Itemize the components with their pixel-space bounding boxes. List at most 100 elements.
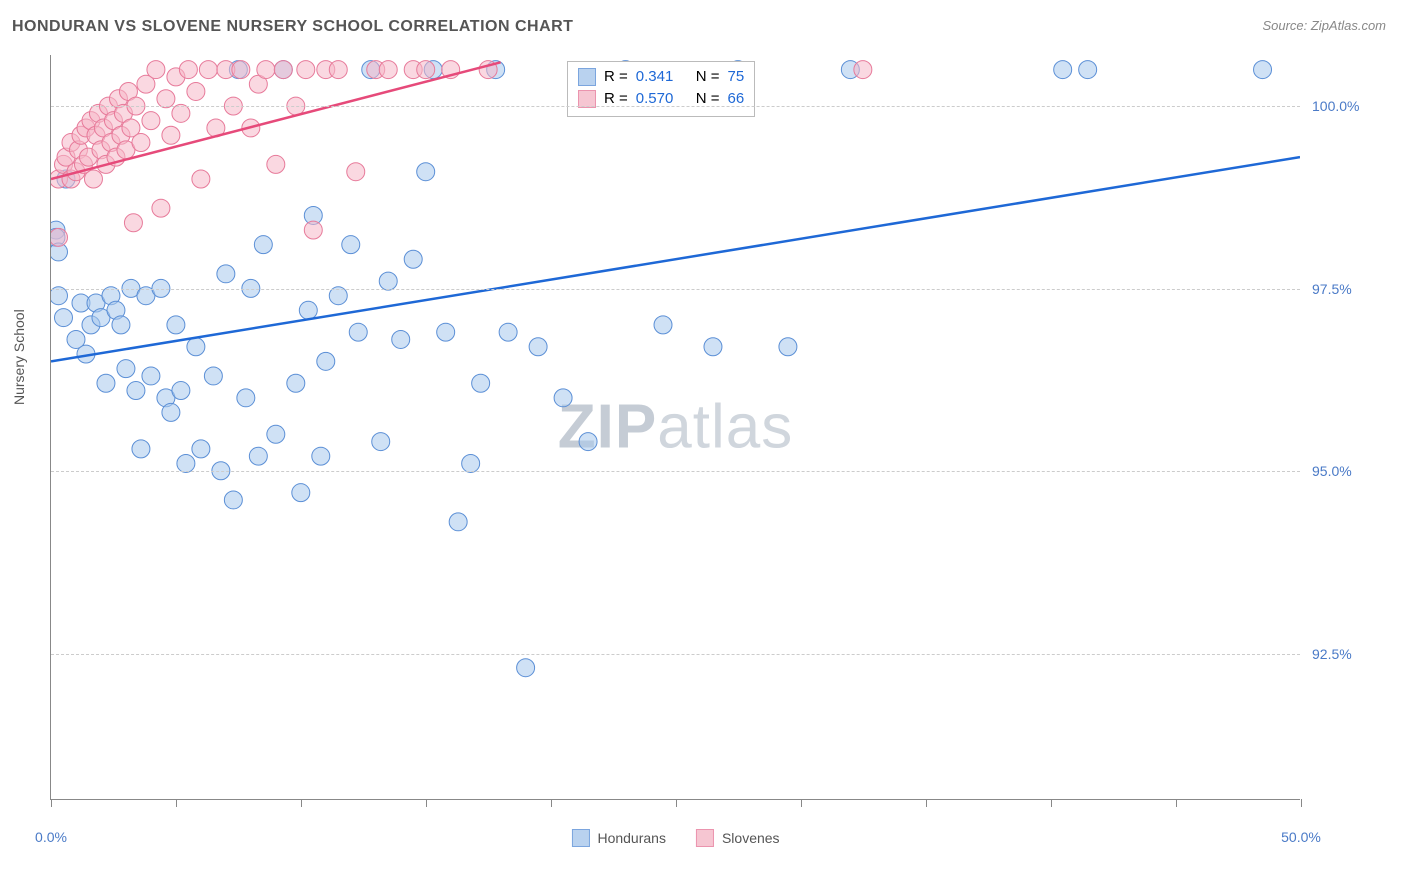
data-point (207, 119, 225, 137)
gridline (51, 471, 1300, 472)
data-point (242, 119, 260, 137)
data-point (187, 82, 205, 100)
trend-line (51, 62, 501, 179)
data-point (132, 440, 150, 458)
data-point (167, 316, 185, 334)
data-point (347, 163, 365, 181)
data-point (117, 141, 135, 159)
data-point (94, 119, 112, 137)
data-point (224, 491, 242, 509)
data-point (304, 206, 322, 224)
data-point (254, 236, 272, 254)
data-point (274, 61, 292, 79)
data-point (127, 382, 145, 400)
data-point (87, 294, 105, 312)
data-point (437, 323, 455, 341)
y-tick-label: 100.0% (1312, 98, 1382, 114)
data-point (317, 352, 335, 370)
data-point (249, 447, 267, 465)
data-point (107, 301, 125, 319)
data-point (51, 221, 65, 239)
watermark-zip: ZIP (558, 393, 657, 462)
data-point (104, 112, 122, 130)
data-point (232, 61, 250, 79)
data-point (62, 134, 80, 152)
data-point (152, 199, 170, 217)
x-tick (426, 799, 427, 807)
data-point (317, 61, 335, 79)
x-tick (551, 799, 552, 807)
legend-label-slovenes: Slovenes (722, 830, 780, 846)
data-point (77, 119, 95, 137)
data-point (379, 61, 397, 79)
data-point (51, 228, 65, 246)
data-point (179, 61, 197, 79)
data-point (299, 301, 317, 319)
data-point (217, 265, 235, 283)
x-tick (676, 799, 677, 807)
data-point (142, 367, 160, 385)
data-point (342, 236, 360, 254)
source-label: Source: ZipAtlas.com (1262, 18, 1386, 33)
data-point (51, 170, 67, 188)
data-point (187, 338, 205, 356)
data-point (257, 61, 275, 79)
x-tick (1051, 799, 1052, 807)
data-point (122, 119, 140, 137)
data-point (97, 374, 115, 392)
data-point (424, 61, 442, 79)
data-point (417, 61, 435, 79)
data-point (841, 61, 859, 79)
data-point (312, 447, 330, 465)
data-point (162, 403, 180, 421)
data-point (112, 316, 130, 334)
legend-row-hondurans: R = 0.341 N = 75 (578, 66, 744, 88)
x-tick (51, 799, 52, 807)
data-point (304, 221, 322, 239)
data-point (379, 272, 397, 290)
legend-correlation: R = 0.341 N = 75 R = 0.570 N = 66 (567, 61, 755, 117)
data-point (92, 141, 110, 159)
y-tick-label: 97.5% (1312, 281, 1382, 297)
r-value-hondurans: 0.341 (636, 66, 688, 88)
data-point (117, 360, 135, 378)
data-point (92, 309, 110, 327)
data-point (362, 61, 380, 79)
data-point (57, 170, 75, 188)
gridline (51, 289, 1300, 290)
n-label: N = (696, 66, 720, 88)
data-point (147, 61, 165, 79)
data-point (287, 374, 305, 392)
data-point (367, 61, 385, 79)
data-point (704, 338, 722, 356)
data-point (51, 243, 67, 261)
swatch-hondurans (571, 829, 589, 847)
data-point (217, 61, 235, 79)
data-point (204, 367, 222, 385)
data-point (84, 170, 102, 188)
data-point (72, 126, 90, 144)
data-point (1254, 61, 1272, 79)
swatch-slovenes (696, 829, 714, 847)
data-point (472, 374, 490, 392)
data-point (162, 126, 180, 144)
watermark-atlas: atlas (657, 393, 793, 462)
data-point (404, 250, 422, 268)
gridline (51, 654, 1300, 655)
data-point (329, 61, 347, 79)
trend-line (51, 157, 1300, 361)
data-point (54, 309, 72, 327)
gridline (51, 106, 1300, 107)
y-axis-title: Nursery School (11, 309, 27, 405)
data-point (654, 316, 672, 334)
data-point (82, 316, 100, 334)
data-point (579, 433, 597, 451)
data-point (554, 389, 572, 407)
data-point (442, 61, 460, 79)
data-point (79, 148, 97, 166)
data-point (167, 68, 185, 86)
data-point (1079, 61, 1097, 79)
data-point (499, 323, 517, 341)
data-point (69, 141, 87, 159)
data-point (177, 454, 195, 472)
